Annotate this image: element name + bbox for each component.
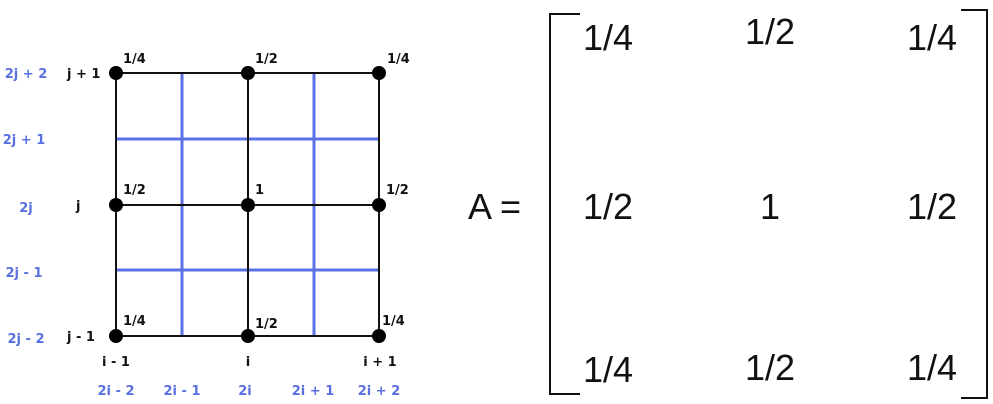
matrix-entry: 1/4 [907,17,957,58]
fine-x-label: 2i [238,384,252,399]
matrix-entry: 1/4 [907,347,957,388]
node-weight: 1/2 [386,183,409,198]
node [109,329,123,343]
matrix-entry: 1/2 [745,347,795,388]
matrix-entry: 1/2 [745,11,795,52]
node-weight: 1/4 [123,314,146,329]
right-bracket [961,9,988,399]
node [241,66,255,80]
coarse-index-labels: j + 1 j j - 1 i - 1 i i + 1 [66,67,397,370]
fine-x-label: 2i - 1 [164,384,201,399]
coarse-y-label: j - 1 [66,330,95,345]
coarse-x-label: i + 1 [363,355,396,370]
coarse-y-label: j + 1 [66,67,100,82]
node [109,66,123,80]
node [241,329,255,343]
matrix-brackets [549,9,988,399]
coarse-x-label: i - 1 [102,355,130,370]
node [372,329,386,343]
node [372,198,386,212]
node-weight: 1/4 [123,52,146,67]
node [109,198,123,212]
node-weight: 1/2 [255,317,278,332]
coarse-y-label: j [75,199,80,214]
matrix-entry: 1 [760,186,780,227]
fine-x-label: 2i - 2 [98,384,135,399]
matrix-entry: 1/4 [583,349,633,390]
fine-index-labels: 2j + 2 2j + 1 2j 2j - 1 2j - 2 2i - 2 2i… [3,67,401,399]
matrix-lhs: A = [468,186,521,227]
coarse-x-label: i [246,355,250,370]
grid-nodes [109,66,386,343]
fine-x-label: 2i + 1 [292,384,335,399]
matrix-entry: 1/4 [583,17,633,58]
fine-y-label: 2j [19,201,33,216]
node [241,198,255,212]
matrix-entry: 1/2 [907,186,957,227]
matrix-entries: 1/4 1/2 1/4 1/2 1 1/2 1/4 1/2 1/4 [583,11,957,390]
node-weight: 1/2 [255,52,278,67]
node-weight: 1 [255,183,264,198]
node [372,66,386,80]
fine-y-label: 2j - 1 [6,266,43,281]
left-bracket [549,13,580,395]
fine-y-label: 2j + 2 [5,67,48,82]
fine-y-label: 2j - 2 [8,332,45,347]
node-weight: 1/4 [387,52,410,67]
fine-x-label: 2i + 2 [358,384,401,399]
fine-y-label: 2j + 1 [3,133,46,148]
node-weights: 1/4 1/2 1/4 1/2 1 1/2 1/4 1/2 1/4 [123,52,410,332]
node-weight: 1/4 [382,314,405,329]
matrix-entry: 1/2 [583,186,633,227]
node-weight: 1/2 [123,183,146,198]
